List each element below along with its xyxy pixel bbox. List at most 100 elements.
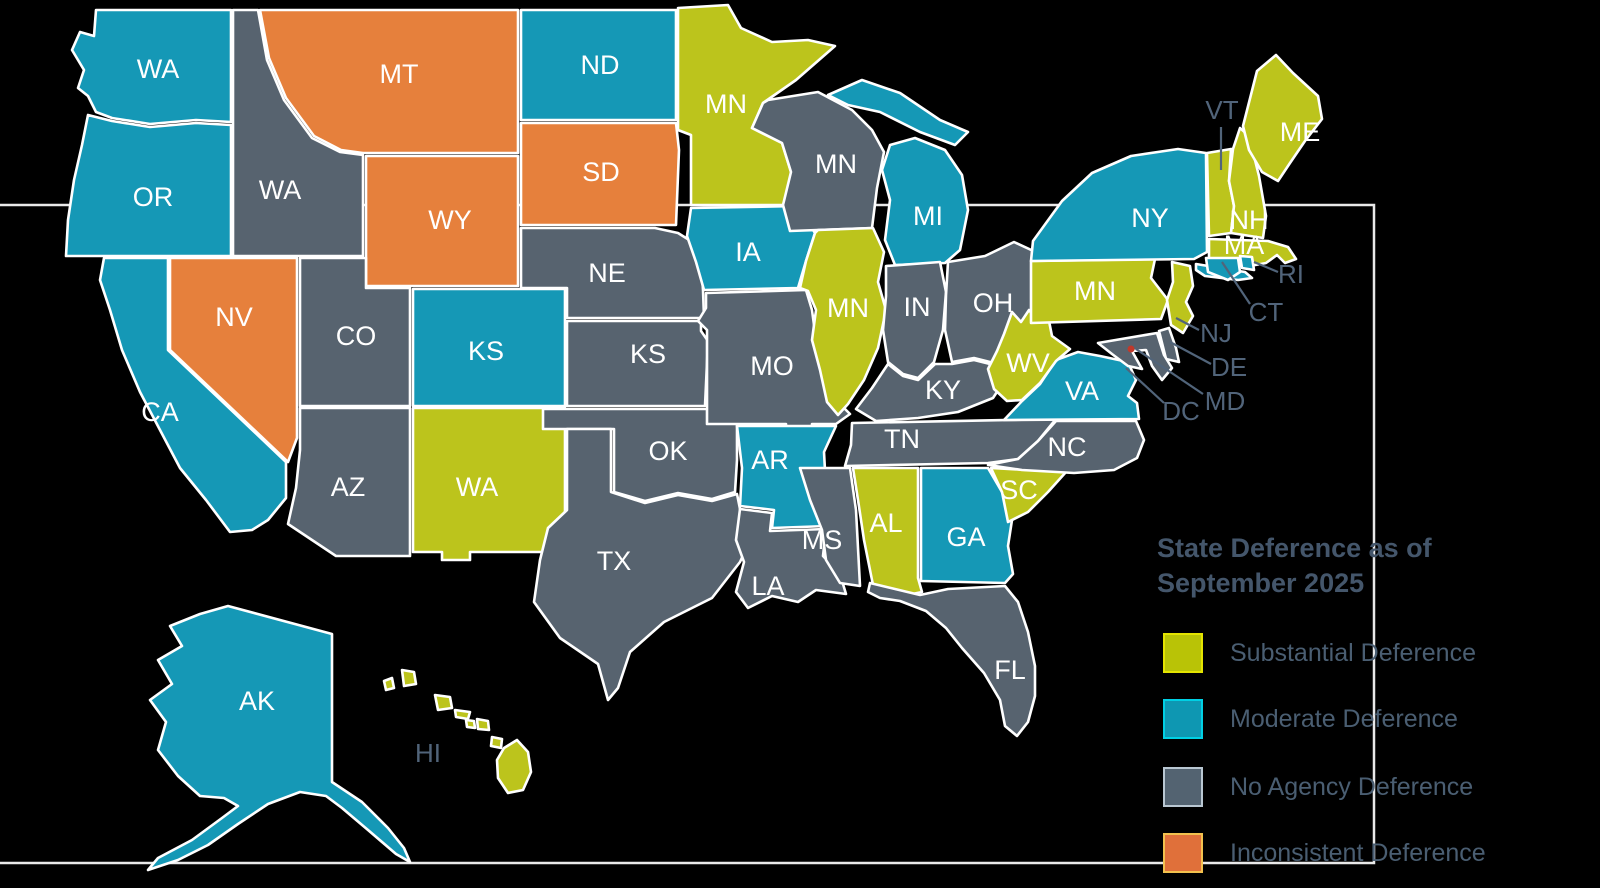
state-illinois[interactable]: [798, 226, 888, 417]
state-nevada[interactable]: [168, 256, 299, 464]
state-mississippi[interactable]: [798, 466, 862, 588]
label-kentucky: KY: [925, 375, 961, 405]
connecticut-leader-line: [1221, 261, 1251, 305]
label-new-hampshire: NH: [1230, 205, 1269, 235]
state-new-york[interactable]: [1029, 147, 1209, 263]
legend-item-substantial: Substantial Deference: [1163, 633, 1583, 673]
callouts-layer: VT RI CT NJ DE MD DC HI: [415, 95, 1304, 768]
label-utah: CO: [336, 321, 377, 351]
label-oklahoma: OK: [648, 436, 687, 466]
map-title-line1: State Deference as of: [1157, 533, 1432, 563]
states-layer: [64, 3, 1324, 872]
state-south-dakota[interactable]: [519, 121, 681, 227]
state-wyoming[interactable]: [364, 154, 520, 288]
state-michigan[interactable]: [826, 78, 970, 267]
callout-new-jersey: NJ: [1200, 318, 1232, 348]
label-new-mexico: WA: [456, 472, 499, 502]
label-minnesota: MN: [705, 89, 747, 119]
label-indiana: IN: [904, 292, 931, 322]
washington-dc-leader-line: [1125, 367, 1165, 404]
label-arizona: AZ: [331, 472, 366, 502]
washington-dc-dot[interactable]: [1127, 345, 1135, 353]
state-montana[interactable]: [258, 8, 520, 155]
label-colorado: KS: [468, 336, 504, 366]
map-title-line2: September 2025: [1157, 568, 1365, 598]
label-wyoming: WY: [428, 205, 472, 235]
state-arizona[interactable]: [286, 406, 412, 558]
label-california: CA: [141, 397, 179, 427]
callout-vermont: VT: [1205, 95, 1238, 125]
map-title: State Deference as of September 2025: [1157, 531, 1497, 601]
label-kansas: KS: [630, 339, 666, 369]
state-indiana[interactable]: [881, 260, 948, 380]
delaware-leader-line: [1169, 341, 1212, 365]
legend-label-inconsistent: Inconsistent Deference: [1230, 839, 1486, 867]
state-rhode-island[interactable]: [1238, 254, 1256, 272]
legend-swatch-moderate: [1163, 699, 1203, 739]
legend-swatch-no-agency: [1163, 767, 1203, 807]
state-georgia[interactable]: [919, 466, 1015, 585]
new-jersey-leader-line: [1175, 317, 1200, 331]
label-arkansas: AR: [751, 445, 789, 475]
legend-label-no-agency: No Agency Deference: [1230, 773, 1474, 801]
label-missouri: MO: [750, 351, 794, 381]
maryland-leader-line: [1135, 348, 1204, 395]
label-ohio: OH: [973, 288, 1014, 318]
state-louisiana[interactable]: [734, 507, 848, 610]
callout-connecticut: CT: [1249, 297, 1284, 327]
label-idaho: WA: [259, 175, 302, 205]
map-frame: [0, 203, 1376, 865]
label-virginia: VA: [1065, 376, 1099, 406]
label-louisiana: LA: [751, 571, 784, 601]
state-colorado[interactable]: [411, 287, 567, 408]
label-illinois: MN: [827, 293, 869, 323]
legend-item-moderate: Moderate Deference: [1163, 699, 1583, 739]
legend-item-inconsistent: Inconsistent Deference: [1163, 833, 1583, 873]
legend-label-moderate: Moderate Deference: [1230, 705, 1458, 733]
state-north-carolina[interactable]: [986, 419, 1146, 475]
legend-item-no-agency: No Agency Deference: [1163, 767, 1583, 807]
state-utah[interactable]: [298, 256, 412, 408]
label-montana: MT: [380, 59, 419, 89]
state-oregon[interactable]: [64, 113, 233, 258]
label-wisconsin: MN: [815, 149, 857, 179]
label-michigan: MI: [913, 201, 943, 231]
state-maine[interactable]: [1241, 53, 1324, 183]
label-mississippi: MS: [802, 525, 843, 555]
state-new-jersey[interactable]: [1165, 260, 1195, 335]
state-hawaii[interactable]: [382, 668, 533, 795]
label-massachusetts: MA: [1224, 230, 1265, 260]
callout-rhode-island: RI: [1278, 259, 1304, 289]
label-pennsylvania: MN: [1074, 276, 1116, 306]
legend-swatch-inconsistent: [1163, 833, 1203, 873]
callout-washington-dc: DC: [1162, 396, 1200, 426]
label-washington: WA: [137, 54, 180, 84]
label-florida: FL: [994, 655, 1026, 685]
state-labels-layer: WA OR WA MT WY NV CA CO KS AZ WA ND SD N…: [133, 50, 1321, 716]
label-alaska: AK: [239, 686, 275, 716]
state-west-virginia[interactable]: [986, 308, 1072, 403]
state-north-dakota[interactable]: [519, 8, 678, 122]
label-south-dakota: SD: [582, 157, 620, 187]
label-north-carolina: NC: [1048, 432, 1087, 462]
state-new-mexico[interactable]: [411, 406, 567, 562]
callout-delaware: DE: [1211, 352, 1247, 382]
label-oregon: OR: [133, 182, 174, 212]
label-new-york: NY: [1131, 203, 1169, 233]
state-california[interactable]: [98, 256, 288, 534]
label-texas: TX: [597, 546, 632, 576]
state-alaska[interactable]: [146, 604, 412, 872]
label-alabama: AL: [869, 508, 902, 538]
label-maine: ME: [1280, 117, 1321, 147]
state-washington[interactable]: [70, 8, 233, 126]
label-north-dakota: ND: [581, 50, 620, 80]
state-texas[interactable]: [532, 427, 754, 702]
state-florida[interactable]: [866, 581, 1037, 738]
label-west-virginia: WV: [1006, 348, 1050, 378]
legend-label-substantial: Substantial Deference: [1230, 639, 1476, 667]
state-idaho[interactable]: [231, 8, 365, 258]
callout-maryland: MD: [1205, 386, 1245, 416]
label-south-carolina: SC: [1000, 475, 1038, 505]
